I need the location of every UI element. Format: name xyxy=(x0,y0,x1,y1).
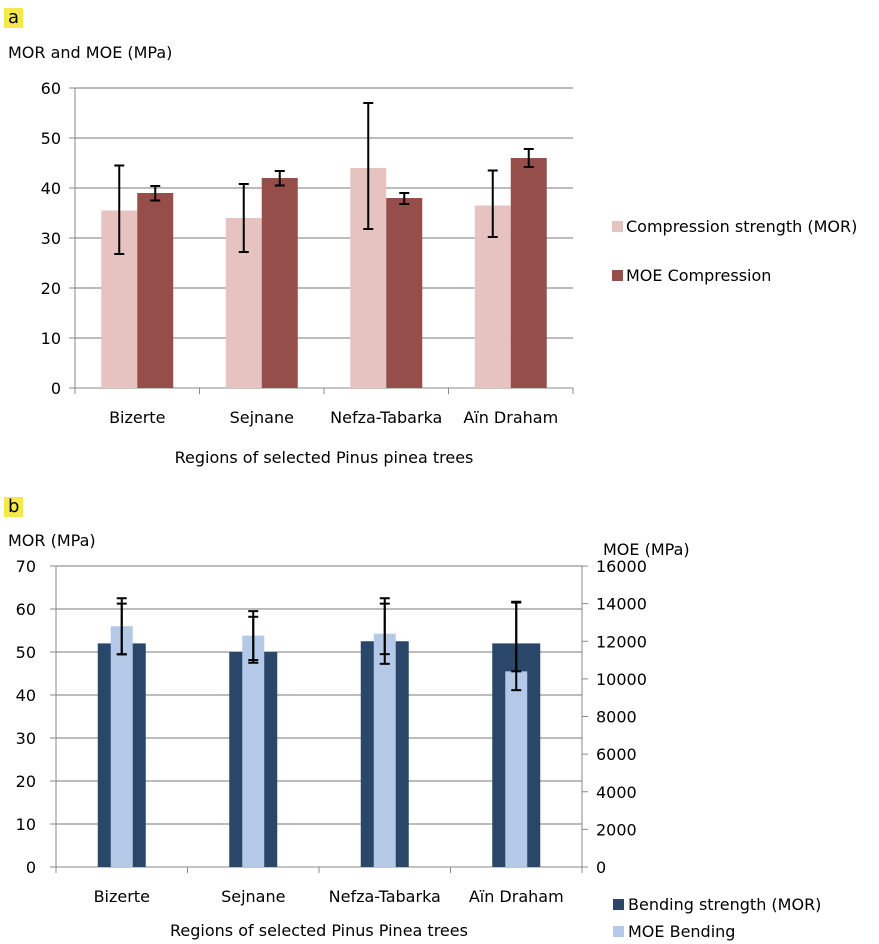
y-tick-label: 50 xyxy=(41,129,61,148)
bar xyxy=(510,158,547,388)
bar xyxy=(110,626,133,867)
bar xyxy=(386,198,423,388)
y2-tick-label: 14000 xyxy=(596,595,647,614)
y-tick-label: 0 xyxy=(51,379,61,398)
x-tick-label: Aïn Draham xyxy=(463,408,558,427)
y2-tick-label: 2000 xyxy=(596,820,637,839)
legend-label: MOE Compression xyxy=(626,266,771,285)
y-tick-label: 40 xyxy=(41,179,61,198)
y-tick-label: 20 xyxy=(41,279,61,298)
x-axis-label: Regions of selected Pinus pinea trees xyxy=(175,448,474,467)
y2-tick-label: 12000 xyxy=(596,632,647,651)
chart-a-compression: MOR and MOE (MPa) 0 10 20 30 40 50 60 Bizerte Sej… xyxy=(8,43,857,467)
legend-swatch xyxy=(612,270,623,281)
y2-tick-label: 8000 xyxy=(596,708,637,727)
y-tick-label: 40 xyxy=(16,686,36,705)
bar xyxy=(261,178,298,388)
legend-label: Compression strength (MOR) xyxy=(626,217,857,236)
x-tick-label: Sejnane xyxy=(221,887,285,906)
y2-tick-label: 16000 xyxy=(596,557,647,576)
x-tick-label: Aïn Draham xyxy=(469,887,564,906)
y-tick-label: 50 xyxy=(16,643,36,662)
y-tick-label: 60 xyxy=(16,600,36,619)
legend-label: MOE Bending xyxy=(628,922,735,941)
y-tick-label: 20 xyxy=(16,772,36,791)
legend-swatch xyxy=(612,221,623,232)
bar xyxy=(360,641,409,867)
x-tick-label: Nefza-Tabarka xyxy=(329,887,441,906)
y-tick-label: 60 xyxy=(41,79,61,98)
panel-label-a: a xyxy=(4,8,24,28)
bar xyxy=(373,633,396,867)
y-tick-label: 10 xyxy=(16,815,36,834)
bar xyxy=(229,652,278,867)
legend-label: Bending strength (MOR) xyxy=(628,895,821,914)
y2-tick-label: 0 xyxy=(596,858,606,877)
y-axis-label: MOR (MPa) xyxy=(8,531,96,550)
y-tick-label: 0 xyxy=(26,858,36,877)
bar xyxy=(97,643,146,867)
y2-tick-label: 4000 xyxy=(596,783,637,802)
x-tick-label: Bizerte xyxy=(109,408,165,427)
y-tick-label: 30 xyxy=(16,729,36,748)
y-tick-label: 70 xyxy=(16,557,36,576)
y2-tick-label: 6000 xyxy=(596,745,637,764)
bar xyxy=(492,643,541,867)
y-tick-label: 30 xyxy=(41,229,61,248)
y-tick-label: 10 xyxy=(41,329,61,348)
bar xyxy=(137,193,174,388)
legend-swatch xyxy=(613,899,624,910)
panel-label-b: b xyxy=(4,497,24,517)
legend-swatch xyxy=(613,926,624,937)
x-tick-label: Bizerte xyxy=(94,887,150,906)
bar xyxy=(505,671,528,867)
bar xyxy=(242,635,265,867)
y-axis-label: MOR and MOE (MPa) xyxy=(8,43,172,62)
x-tick-label: Sejnane xyxy=(230,408,294,427)
x-tick-label: Nefza-Tabarka xyxy=(330,408,442,427)
x-axis-label: Regions of selected Pinus Pinea trees xyxy=(170,921,468,940)
y2-tick-label: 10000 xyxy=(596,670,647,689)
y2-axis-label: MOE (MPa) xyxy=(603,540,690,559)
